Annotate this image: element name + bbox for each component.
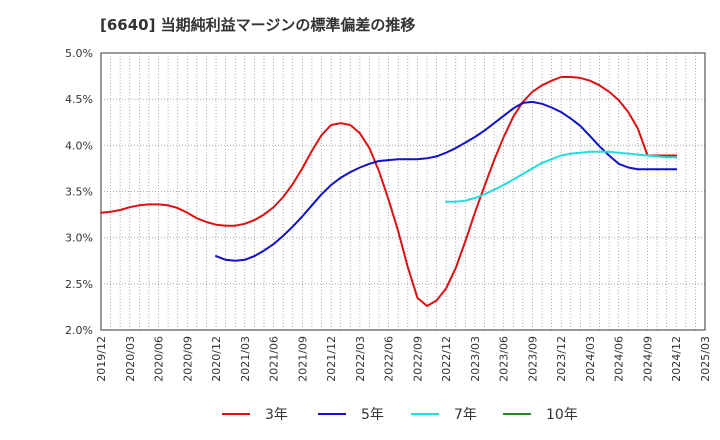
x-tick-label: 2020/03 bbox=[124, 336, 137, 382]
x-tick-label: 2020/12 bbox=[210, 336, 223, 382]
y-tick-label: 3.0% bbox=[65, 232, 93, 245]
x-tick-label: 2021/06 bbox=[268, 336, 281, 382]
x-tick-label: 2020/06 bbox=[153, 336, 166, 382]
x-tick-label: 2020/09 bbox=[181, 336, 194, 382]
plot-area bbox=[101, 53, 705, 330]
y-tick-label: 3.5% bbox=[65, 186, 93, 199]
x-tick-label: 2019/12 bbox=[95, 336, 108, 382]
x-tick-label: 2021/09 bbox=[296, 336, 309, 382]
x-tick-label: 2023/06 bbox=[498, 336, 511, 382]
x-tick-label: 2022/12 bbox=[440, 336, 453, 382]
x-tick-label: 2024/03 bbox=[584, 336, 597, 382]
series-line-7年 bbox=[445, 150, 678, 203]
chart-title: [6640] 当期純利益マージンの標準偏差の推移 bbox=[100, 16, 416, 34]
x-tick-label: 2024/12 bbox=[670, 336, 683, 382]
y-tick-label: 5.0% bbox=[65, 47, 93, 60]
y-tick-label: 2.0% bbox=[65, 324, 93, 337]
y-tick-label: 2.5% bbox=[65, 278, 93, 291]
x-tick-label: 2023/03 bbox=[469, 336, 482, 382]
y-tick-label: 4.0% bbox=[65, 139, 93, 152]
x-tick-label: 2023/12 bbox=[555, 336, 568, 382]
y-tick-label: 4.5% bbox=[65, 93, 93, 106]
x-tick-label: 2024/09 bbox=[641, 336, 654, 382]
x-tick-label: 2022/09 bbox=[411, 336, 424, 382]
x-tick-label: 2022/03 bbox=[354, 336, 367, 382]
series-line-3年 bbox=[100, 76, 678, 307]
plot-frame bbox=[100, 52, 706, 331]
x-tick-label: 2021/03 bbox=[239, 336, 252, 382]
legend-label-10年: 10年 bbox=[546, 407, 578, 423]
x-tick-label: 2021/12 bbox=[325, 336, 338, 382]
x-tick-label: 2025/03 bbox=[699, 336, 712, 382]
x-tick-label: 2024/06 bbox=[613, 336, 626, 382]
legend-label-3年: 3年 bbox=[265, 407, 288, 423]
legend-label-5年: 5年 bbox=[361, 407, 384, 423]
series-line-5年 bbox=[215, 100, 678, 262]
x-tick-label: 2022/06 bbox=[383, 336, 396, 382]
legend-label-7年: 7年 bbox=[454, 407, 477, 423]
x-tick-label: 2023/09 bbox=[526, 336, 539, 382]
